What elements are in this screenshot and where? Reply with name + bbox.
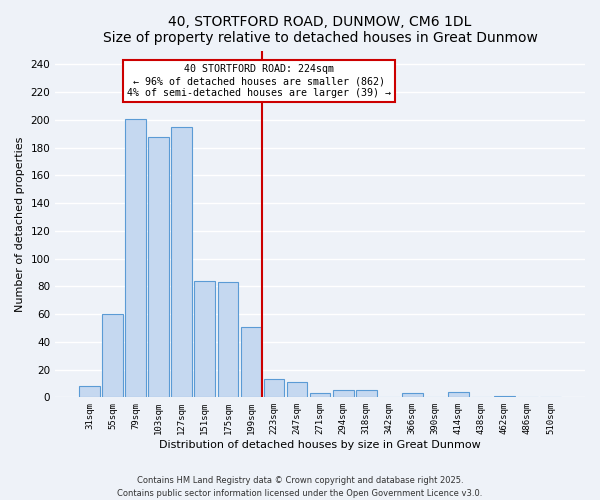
Bar xyxy=(102,314,123,398)
Bar xyxy=(263,380,284,398)
Bar xyxy=(79,386,100,398)
X-axis label: Distribution of detached houses by size in Great Dunmow: Distribution of detached houses by size … xyxy=(159,440,481,450)
Bar xyxy=(218,282,238,398)
Bar xyxy=(402,393,422,398)
Y-axis label: Number of detached properties: Number of detached properties xyxy=(15,136,25,312)
Bar xyxy=(241,326,262,398)
Bar xyxy=(356,390,377,398)
Title: 40, STORTFORD ROAD, DUNMOW, CM6 1DL
Size of property relative to detached houses: 40, STORTFORD ROAD, DUNMOW, CM6 1DL Size… xyxy=(103,15,538,45)
Bar xyxy=(494,396,515,398)
Bar xyxy=(287,382,307,398)
Bar xyxy=(333,390,353,398)
Bar xyxy=(125,118,146,398)
Bar xyxy=(310,393,331,398)
Bar xyxy=(148,136,169,398)
Text: Contains HM Land Registry data © Crown copyright and database right 2025.
Contai: Contains HM Land Registry data © Crown c… xyxy=(118,476,482,498)
Bar xyxy=(448,392,469,398)
Text: 40 STORTFORD ROAD: 224sqm
← 96% of detached houses are smaller (862)
4% of semi-: 40 STORTFORD ROAD: 224sqm ← 96% of detac… xyxy=(127,64,391,98)
Bar xyxy=(194,281,215,398)
Bar xyxy=(172,127,192,398)
